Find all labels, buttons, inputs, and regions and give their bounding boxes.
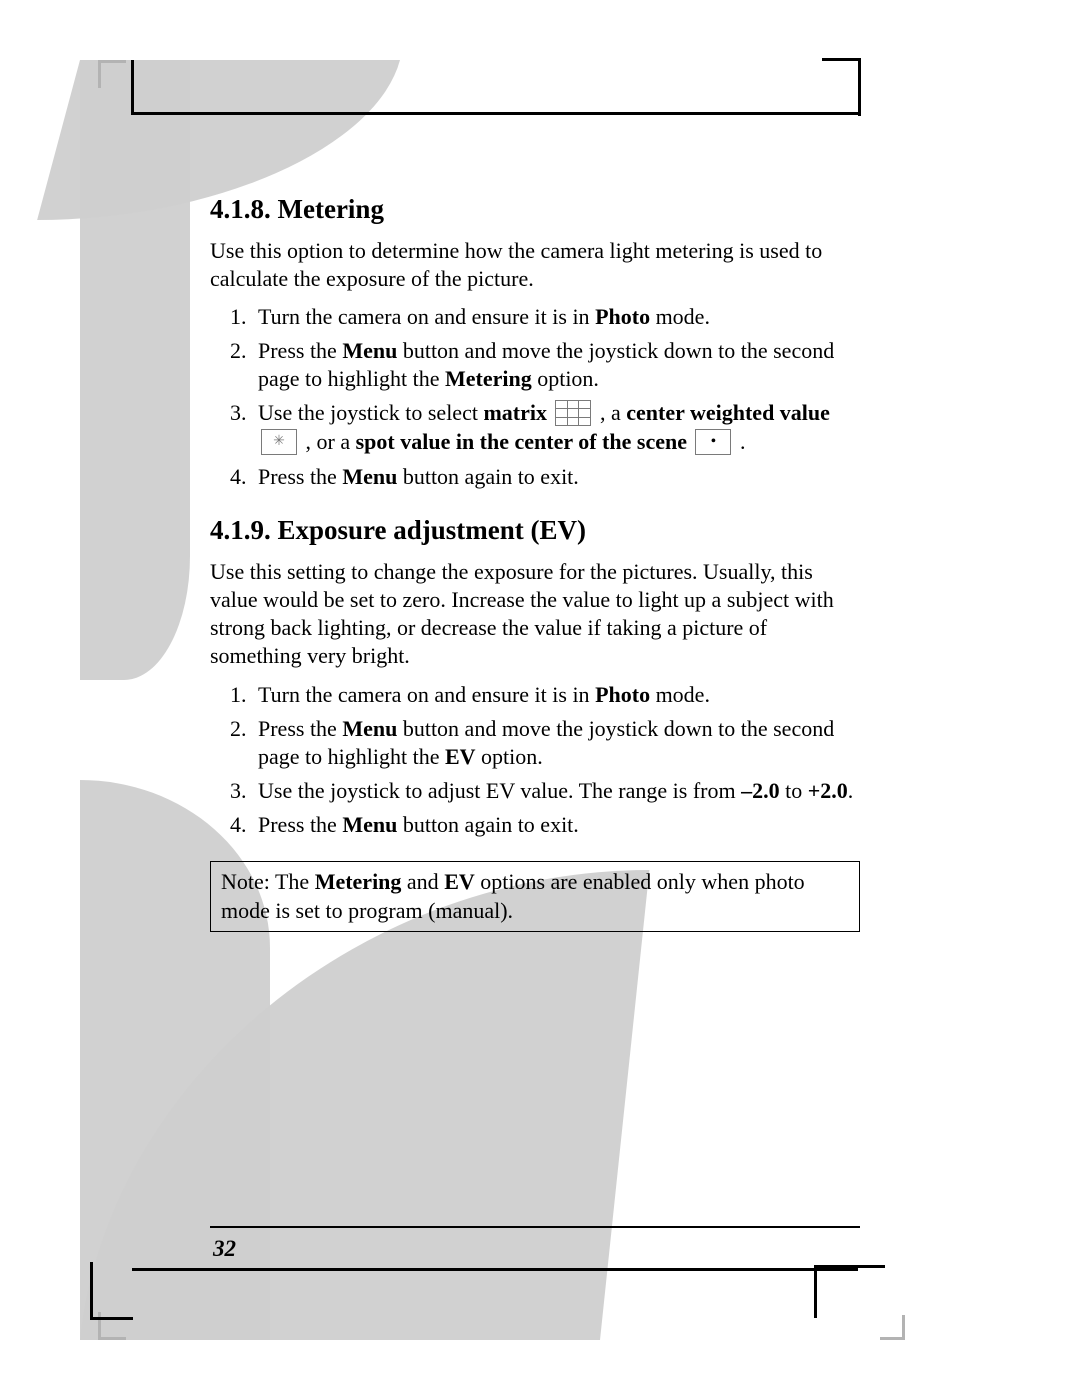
step: Turn the camera on and ensure it is in P… (252, 303, 860, 331)
page-content: 4.1.8. Metering Use this option to deter… (210, 192, 860, 932)
matrix-icon (555, 400, 591, 426)
page-number: 32 (213, 1236, 236, 1262)
heading-ev: 4.1.9. Exposure adjustment (EV) (210, 513, 860, 548)
step: Press the Menu button and move the joyst… (252, 715, 860, 771)
intro-metering: Use this option to determine how the cam… (210, 237, 860, 293)
spot-icon: • (695, 429, 731, 455)
heading-metering: 4.1.8. Metering (210, 192, 860, 227)
footer-rule (210, 1226, 860, 1228)
step: Use the joystick to adjust EV value. The… (252, 777, 860, 805)
step: Turn the camera on and ensure it is in P… (252, 681, 860, 709)
center-weighted-icon: ✳ (261, 429, 297, 455)
note-box: Note: The Metering and EV options are en… (210, 861, 860, 931)
step: Press the Menu button and move the joyst… (252, 337, 860, 393)
steps-metering: Turn the camera on and ensure it is in P… (210, 303, 860, 492)
steps-ev: Turn the camera on and ensure it is in P… (210, 681, 860, 840)
step: Press the Menu button again to exit. (252, 811, 860, 839)
step: Use the joystick to select matrix , a ce… (252, 399, 860, 457)
intro-ev: Use this setting to change the exposure … (210, 558, 860, 671)
step: Press the Menu button again to exit. (252, 463, 860, 491)
